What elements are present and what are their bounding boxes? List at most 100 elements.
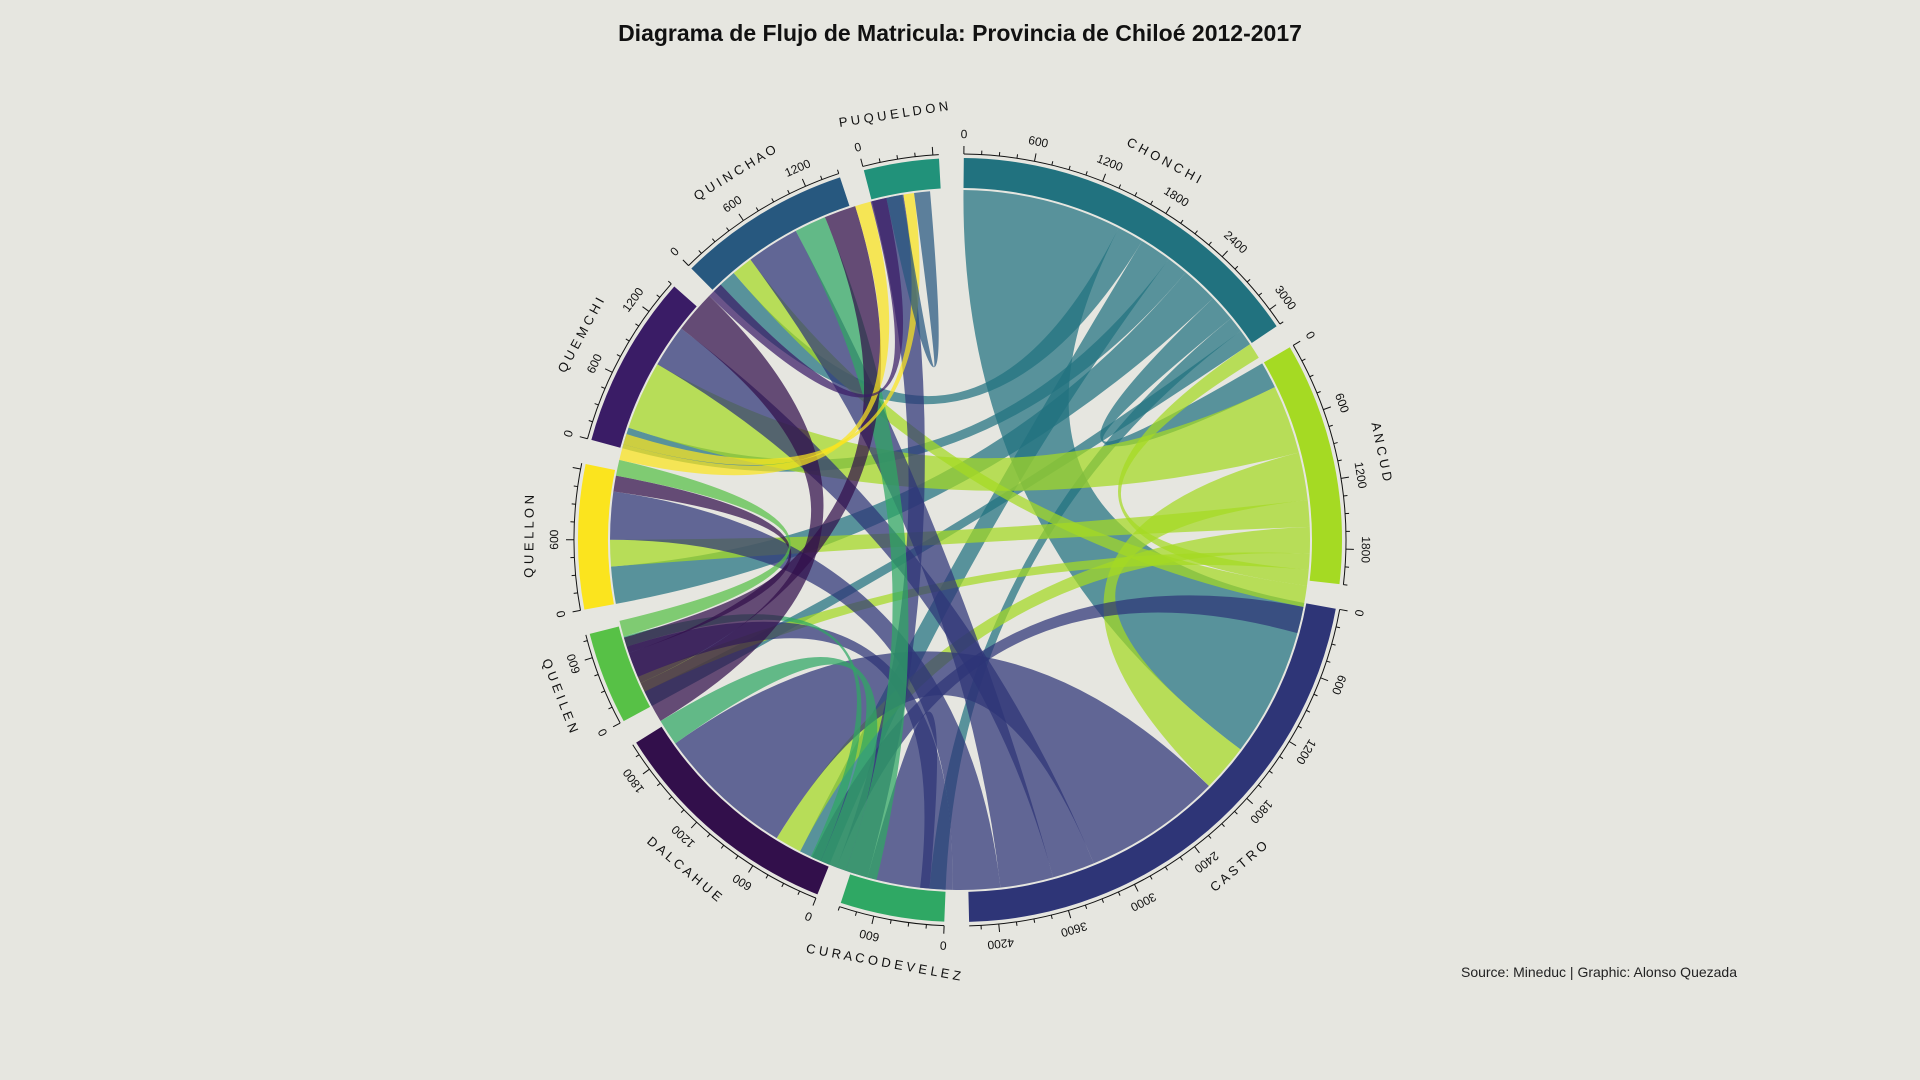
- ribbon-castro-to-dalcahue: [675, 651, 1209, 864]
- tick-label: 600: [564, 652, 584, 676]
- minor-tick: [1179, 856, 1183, 861]
- ribbon-dalcahue-to-quinchao: [628, 206, 882, 683]
- major-tick: [1339, 608, 1348, 612]
- minor-tick: [1258, 292, 1263, 296]
- ribbon-castro-to-quinchao: [750, 230, 1054, 888]
- ribbon-quinchao-to-puqueldon: [886, 191, 939, 368]
- tick-label: 1800: [1247, 797, 1275, 826]
- minor-tick: [1316, 391, 1321, 394]
- sector-label-ancud: A N C U D: [1368, 421, 1395, 483]
- minor-tick: [1084, 904, 1088, 910]
- major-tick: [1293, 340, 1301, 346]
- axis-line-puqueldon: [862, 154, 939, 167]
- ribbon-layer: [609, 190, 1310, 890]
- major-tick: [642, 306, 650, 312]
- major-tick: [584, 657, 593, 661]
- tick-label: 1800: [620, 766, 647, 796]
- ribbon-castro-to-ancud: [811, 595, 1304, 868]
- minor-tick: [896, 155, 899, 160]
- sector-label-castro: C A S T R O: [1207, 838, 1270, 895]
- minor-tick: [787, 189, 790, 194]
- tick-label: 600: [730, 871, 755, 894]
- minor-tick: [726, 227, 730, 232]
- major-tick: [1102, 173, 1107, 182]
- major-tick: [1323, 406, 1332, 411]
- minor-tick: [608, 706, 613, 710]
- minor-tick: [781, 883, 785, 888]
- major-tick: [1320, 677, 1329, 682]
- axis-line-quinchao: [688, 173, 839, 266]
- axis-line-chonchi: [963, 153, 1281, 325]
- major-tick: [801, 178, 807, 187]
- minor-tick: [573, 485, 578, 488]
- minor-tick: [1033, 918, 1036, 923]
- major-tick: [604, 368, 613, 373]
- tick-label: 1200: [1095, 151, 1125, 174]
- tick-label: 0: [853, 140, 863, 155]
- minor-tick: [601, 386, 606, 389]
- minor-tick: [1313, 693, 1318, 697]
- minor-tick: [1101, 898, 1104, 903]
- tick-label: 1800: [1161, 184, 1191, 210]
- tick-label: 1200: [1352, 461, 1370, 490]
- tick-label: 2400: [1192, 849, 1222, 877]
- minor-tick: [680, 809, 685, 813]
- axis-line-castro: [969, 609, 1341, 927]
- major-tick: [1067, 910, 1072, 919]
- minor-tick: [616, 354, 621, 357]
- major-tick: [1288, 741, 1297, 747]
- ribbon-ancud-to-castro: [1103, 452, 1308, 787]
- minor-tick: [765, 874, 769, 879]
- tick-label: 600: [720, 193, 745, 216]
- sector-arc-curaco-de-velez: [840, 874, 946, 922]
- minor-tick: [1015, 921, 1018, 926]
- minor-tick: [1234, 265, 1239, 270]
- minor-tick: [854, 911, 858, 916]
- axis-line-quemchi: [587, 283, 672, 439]
- ribbon-castro-to-curaco-de-velez: [867, 711, 938, 889]
- major-tick: [690, 821, 698, 829]
- major-tick: [998, 923, 1001, 933]
- sector-label-puqueldon: P U Q U E L D O N: [838, 98, 950, 130]
- ribbon-quemchi-to-quinchao: [709, 197, 904, 398]
- minor-tick: [889, 919, 892, 924]
- ribbon-curaco-de-velez-to-quinchao: [795, 217, 909, 880]
- minor-tick: [1331, 643, 1336, 646]
- minor-tick: [1258, 784, 1262, 788]
- sector-label-chonchi: C H O N C H I: [1124, 134, 1204, 186]
- tick-label: 0: [667, 244, 682, 259]
- minor-tick: [1051, 161, 1054, 166]
- tick-label: 4200: [986, 935, 1014, 952]
- minor-tick: [656, 782, 661, 787]
- minor-tick: [735, 855, 739, 860]
- minor-tick: [1164, 866, 1168, 871]
- minor-tick: [594, 403, 599, 406]
- tick-label: 1200: [1293, 737, 1319, 767]
- minor-tick: [1279, 321, 1284, 325]
- major-tick: [931, 146, 934, 155]
- tick-label: 0: [803, 909, 815, 925]
- minor-tick: [837, 169, 840, 174]
- minor-tick: [1208, 835, 1212, 839]
- minor-tick: [1306, 709, 1311, 713]
- sector-arc-chonchi: [963, 158, 1277, 344]
- sector-puqueldon: 0 P U Q U E L D O N: [838, 98, 950, 200]
- ribbon-chonchi-to-ancud: [1100, 298, 1275, 447]
- minor-tick: [1117, 891, 1121, 896]
- minor-tick: [720, 844, 725, 849]
- tick-label: 600: [584, 351, 605, 375]
- sector-quellon: 0 600 Q U E L L O N: [521, 463, 616, 619]
- ribbon-chonchi-to-quellon: [611, 272, 1214, 604]
- ribbon-ancud-to-dalcahue: [776, 526, 1310, 852]
- minor-tick: [1150, 200, 1154, 205]
- tick-label: 3000: [1128, 890, 1158, 915]
- source-caption: Source: Mineduc | Graphic: Alonso Quezad…: [1460, 964, 1737, 980]
- minor-tick: [1309, 374, 1314, 378]
- minor-tick: [668, 796, 673, 800]
- tick-label: 3000: [1272, 283, 1299, 313]
- major-tick: [579, 436, 588, 440]
- minor-tick: [797, 890, 801, 895]
